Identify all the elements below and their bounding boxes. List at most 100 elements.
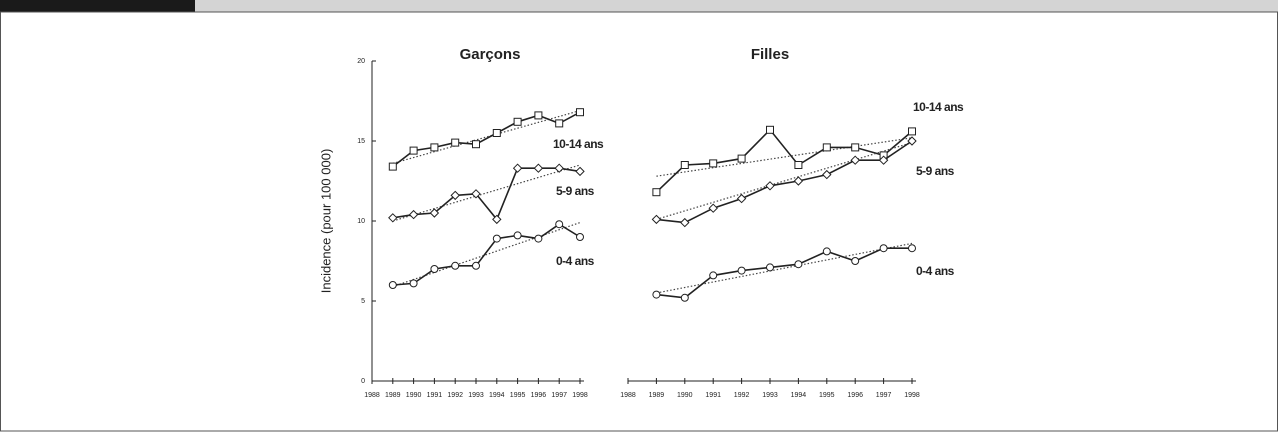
marker [450,190,460,201]
marker [575,166,585,177]
marker [513,231,522,240]
marker [430,143,439,152]
x-tick-label: 1995 [819,392,835,399]
x-tick-label: 1992 [734,392,750,399]
chart-title: Filles [751,46,789,63]
marker [534,111,543,120]
marker [534,234,543,243]
marker [409,146,418,155]
series-label: 5-9 ans [556,184,595,198]
marker [472,140,480,149]
marker [652,290,661,299]
marker [513,117,522,126]
x-tick-label: 1988 [364,392,380,399]
x-tick-label: 1989 [649,392,665,399]
marker [472,261,480,270]
series-line [656,140,913,224]
y-tick-label: 10 [357,218,365,225]
marker [576,108,584,117]
series-label: 0-4 ans [556,254,595,268]
series-line [392,167,581,221]
x-tick-label: 1991 [705,392,721,399]
series-line [655,128,913,193]
series-label: 5-9 ans [916,164,955,178]
marker [430,265,439,273]
marker [737,154,746,163]
x-tick-label: 1998 [904,392,920,399]
marker [736,193,747,204]
marker [651,214,662,225]
marker [793,176,804,186]
series-line [656,247,912,299]
y-axis-label: Incidence (pour 100 000) [318,149,333,294]
marker [709,271,718,280]
marker [652,188,661,197]
marker [908,244,916,253]
marker [388,162,397,171]
x-tick-label: 1994 [489,392,505,399]
trend-line [656,137,913,177]
marker [680,161,689,169]
marker [822,169,832,180]
marker [822,247,831,256]
marker [879,244,888,253]
marker [878,155,889,165]
x-tick-label: 1989 [385,392,401,399]
header-bar [195,0,1278,12]
header-block [0,0,195,12]
marker [492,129,501,137]
x-tick-label: 1997 [551,392,567,399]
marker [451,138,460,147]
marker [388,281,397,289]
x-tick-label: 1990 [406,392,422,399]
marker [555,220,564,229]
y-tick-label: 15 [357,138,365,145]
marker [907,136,917,146]
trend-line [392,222,581,288]
trend-line [656,142,913,220]
marker [388,213,398,223]
marker [708,203,718,213]
marker [451,261,460,270]
x-tick-label: 1988 [620,392,636,399]
marker [429,208,440,218]
marker [680,217,690,228]
marker [709,159,718,168]
x-tick-label: 1997 [876,392,892,399]
marker [555,119,564,128]
marker [851,257,860,265]
x-tick-label: 1996 [531,392,547,399]
marker [533,163,544,173]
series-label: 10-14 ans [913,100,964,114]
series-line [392,111,581,168]
x-tick-label: 1991 [427,392,443,399]
x-tick-label: 1996 [847,392,863,399]
x-tick-label: 1995 [510,392,526,399]
y-tick-label: 5 [361,298,365,305]
frame [0,11,1278,432]
trend-line [656,242,913,294]
marker [822,143,831,152]
marker [492,234,501,243]
marker [471,189,481,199]
marker [554,163,564,173]
x-tick-label: 1994 [791,392,807,399]
marker [794,260,803,269]
series-label: 10-14 ans [553,137,604,151]
marker [766,263,774,272]
series-label: 0-4 ans [916,264,955,278]
series-line [392,223,581,286]
x-tick-label: 1992 [447,392,463,399]
marker [850,155,860,165]
x-tick-label: 1998 [572,392,588,399]
x-tick-label: 1993 [468,392,484,399]
marker [492,214,502,225]
chart-title: Garçons [460,46,521,63]
x-tick-label: 1990 [677,392,693,399]
marker [737,266,746,275]
trend-line [392,110,581,164]
marker [765,181,775,191]
x-tick-label: 1993 [762,392,778,399]
marker [408,209,419,220]
